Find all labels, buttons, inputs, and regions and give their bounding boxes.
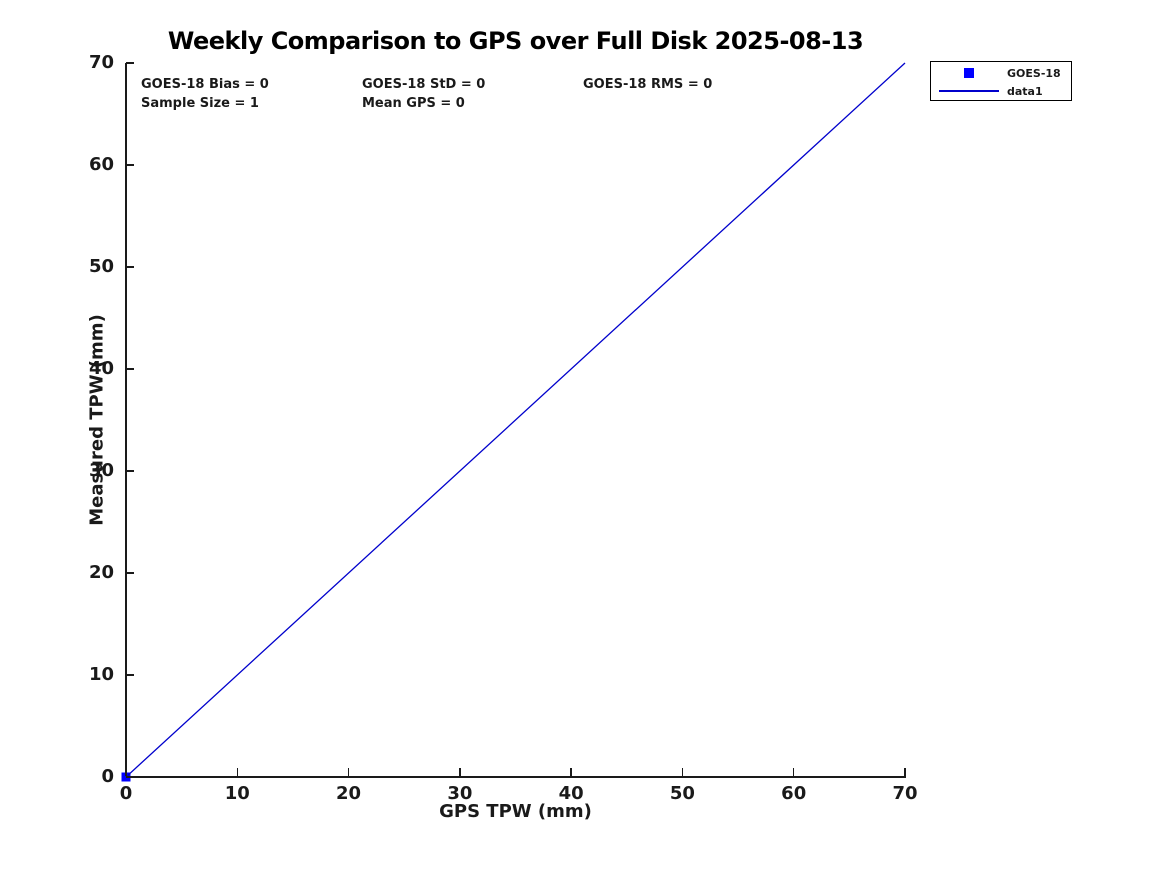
legend-symbol-cell bbox=[931, 68, 1007, 78]
x-tick bbox=[347, 768, 350, 776]
chart-title: Weekly Comparison to GPS over Full Disk … bbox=[167, 27, 864, 55]
x-tick bbox=[125, 768, 127, 776]
plot-canvas bbox=[121, 62, 906, 782]
x-tick-label: 60 bbox=[781, 783, 807, 804]
y-tick bbox=[126, 674, 134, 676]
x-tick-label: 30 bbox=[447, 783, 473, 804]
y-tick-label: 20 bbox=[88, 562, 114, 583]
annotation-mean-gps: Mean GPS = 0 bbox=[362, 96, 465, 111]
y-tick-label: 70 bbox=[88, 52, 114, 73]
legend-entry-data1: data1 bbox=[931, 82, 1071, 100]
x-tick-label: 10 bbox=[224, 783, 250, 804]
x-axis-line bbox=[125, 776, 906, 778]
y-tick bbox=[126, 470, 134, 472]
annotation-rms: GOES-18 RMS = 0 bbox=[583, 77, 713, 92]
y-tick-label: 40 bbox=[88, 358, 114, 379]
x-tick-label: 40 bbox=[558, 783, 584, 804]
x-tick bbox=[681, 768, 684, 776]
identity-line bbox=[125, 62, 906, 778]
y-axis-line bbox=[125, 62, 127, 778]
x-tick-label: 70 bbox=[892, 783, 918, 804]
line-sample-icon bbox=[939, 90, 999, 92]
legend-entry-goes18: GOES-18 bbox=[931, 64, 1071, 82]
y-tick-label: 50 bbox=[88, 256, 114, 277]
y-tick bbox=[126, 164, 134, 166]
x-tick bbox=[792, 768, 795, 776]
annotation-bias: GOES-18 Bias = 0 bbox=[141, 77, 269, 92]
y-tick bbox=[126, 266, 134, 268]
x-tick bbox=[236, 768, 239, 776]
y-tick bbox=[126, 572, 134, 574]
annotation-std: GOES-18 StD = 0 bbox=[362, 77, 486, 92]
x-tick bbox=[459, 768, 461, 776]
legend-label: data1 bbox=[1007, 84, 1043, 98]
x-tick-label: 50 bbox=[669, 783, 695, 804]
legend-label: GOES-18 bbox=[1007, 66, 1061, 80]
square-marker-icon bbox=[964, 68, 974, 78]
x-tick-label: 0 bbox=[119, 783, 133, 804]
y-tick-label: 30 bbox=[88, 460, 114, 481]
x-tick bbox=[570, 768, 572, 776]
x-axis-label: GPS TPW (mm) bbox=[439, 801, 592, 822]
x-tick-label: 20 bbox=[336, 783, 362, 804]
plot-area bbox=[121, 62, 906, 782]
legend-box: GOES-18 data1 bbox=[930, 61, 1072, 101]
x-tick bbox=[904, 768, 906, 776]
legend-symbol-cell bbox=[931, 90, 1007, 92]
y-tick-label: 60 bbox=[88, 154, 114, 175]
y-tick bbox=[126, 368, 134, 370]
y-tick-label: 0 bbox=[101, 766, 114, 787]
y-tick bbox=[126, 62, 134, 64]
annotation-sample-size: Sample Size = 1 bbox=[141, 96, 259, 111]
y-tick-label: 10 bbox=[88, 664, 114, 685]
y-tick bbox=[126, 776, 134, 778]
y-axis-label: Measured TPW (mm) bbox=[86, 314, 108, 526]
